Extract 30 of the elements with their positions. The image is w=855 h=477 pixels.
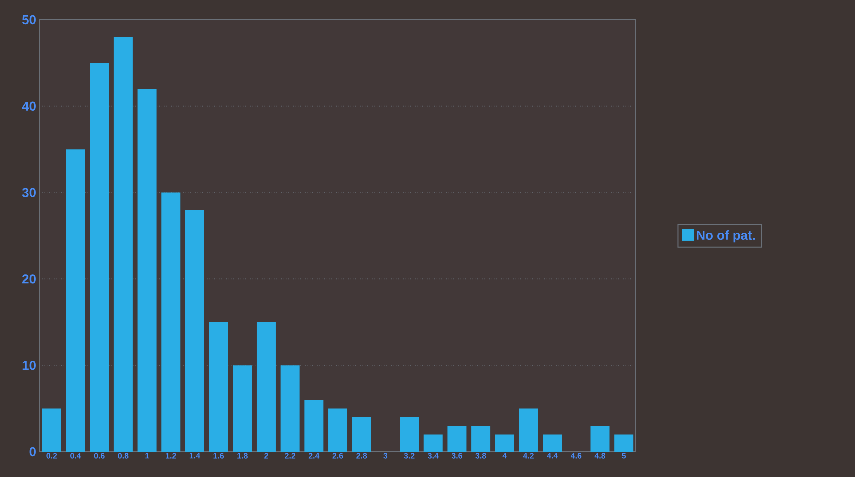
bar [472, 426, 491, 452]
bar [400, 417, 420, 452]
bar [114, 37, 133, 452]
y-tick-label: 10 [22, 360, 36, 370]
legend-label: No of pat. [697, 230, 756, 243]
y-tick-label: 0 [30, 447, 36, 457]
y-tick-label: 40 [22, 102, 36, 111]
bar [328, 408, 348, 452]
bar [280, 366, 300, 452]
bar [614, 434, 634, 452]
bar [66, 150, 86, 452]
y-tick-label: 30 [22, 188, 36, 198]
bar [519, 408, 538, 452]
bar [233, 366, 252, 452]
bar [543, 434, 562, 452]
y-tick-label: 20 [22, 274, 36, 284]
bar [256, 322, 276, 452]
bar [209, 322, 228, 452]
bar [42, 408, 62, 452]
bar [138, 89, 157, 452]
bar [495, 434, 514, 452]
bar [590, 426, 610, 452]
bar [424, 434, 443, 452]
bar [352, 417, 372, 452]
y-tick-label: 50 [22, 15, 36, 25]
bar [304, 400, 324, 452]
bar [448, 426, 467, 452]
bar [185, 210, 204, 452]
bar [90, 63, 110, 452]
bar [162, 192, 181, 452]
